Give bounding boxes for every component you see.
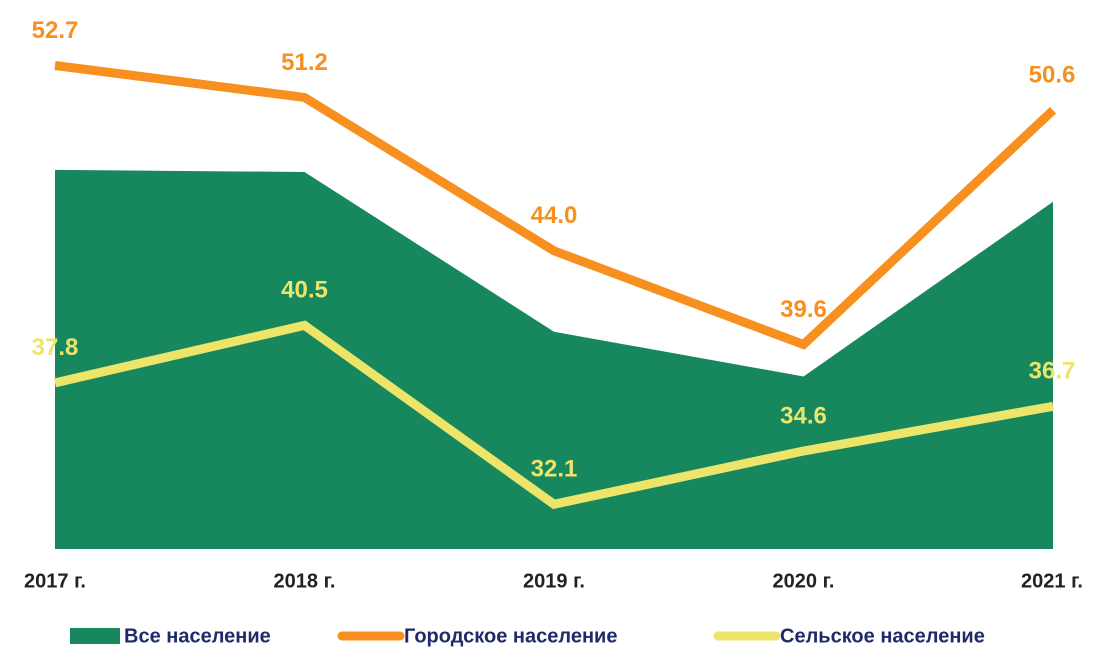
legend-label: Сельское население (780, 625, 985, 647)
line (53, 320, 1054, 510)
x-tick-label: 2018 г. (274, 570, 336, 592)
data-label: 39.6 (780, 296, 827, 323)
data-label: 34.6 (780, 402, 827, 429)
data-label: 52.7 (32, 17, 79, 44)
line (54, 61, 1057, 350)
data-label: 51.2 (281, 49, 328, 76)
legend-label: Городское население (404, 625, 617, 647)
x-tick-label: 2021 г. (1021, 570, 1083, 592)
legend-label: Все население (124, 625, 271, 647)
x-tick-label: 2019 г. (523, 570, 585, 592)
data-label: 36.7 (1029, 358, 1076, 385)
data-label: 44.0 (531, 202, 578, 229)
data-label: 40.5 (281, 277, 328, 304)
x-tick-label: 2017 г. (24, 570, 86, 592)
data-label: 37.8 (32, 334, 79, 361)
x-tick-label: 2020 г. (773, 570, 835, 592)
data-label: 50.6 (1029, 62, 1076, 89)
legend-swatch (70, 628, 120, 644)
data-label: 32.1 (531, 456, 578, 483)
